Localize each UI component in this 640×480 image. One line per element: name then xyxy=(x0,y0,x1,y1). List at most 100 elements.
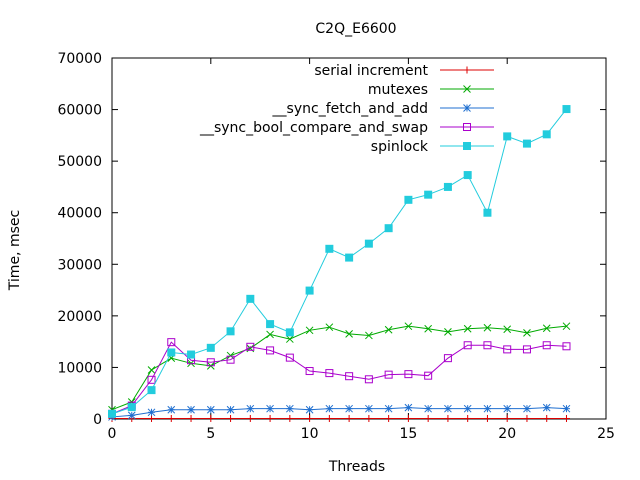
data-point xyxy=(266,346,275,355)
data-point xyxy=(463,324,472,333)
legend-marker xyxy=(463,123,471,131)
data-point xyxy=(542,403,551,412)
legend-label: __sync_bool_compare_and_swap xyxy=(199,120,428,136)
data-point xyxy=(384,370,393,379)
series-3 xyxy=(108,338,571,418)
data-point xyxy=(424,371,433,380)
data-point xyxy=(424,324,433,333)
data-point xyxy=(483,208,492,217)
data-point xyxy=(147,408,156,417)
data-point xyxy=(503,404,512,413)
data-point xyxy=(365,331,373,340)
data-point xyxy=(345,404,353,413)
series-0 xyxy=(108,414,570,422)
data-point xyxy=(365,404,373,413)
data-point xyxy=(285,335,294,343)
data-point xyxy=(365,414,373,422)
data-point xyxy=(542,341,551,350)
data-point xyxy=(404,403,413,412)
data-point xyxy=(523,414,531,422)
data-point xyxy=(305,405,314,414)
data-point xyxy=(384,404,393,413)
data-point xyxy=(404,370,413,379)
x-axis-label: Threads xyxy=(328,459,385,475)
data-point xyxy=(522,139,531,148)
data-point xyxy=(562,105,571,114)
data-point xyxy=(424,404,433,413)
data-point xyxy=(522,345,531,354)
data-point xyxy=(305,367,314,376)
data-point xyxy=(206,358,215,367)
data-point xyxy=(463,341,472,350)
data-point xyxy=(167,338,176,347)
data-point xyxy=(305,326,314,335)
x-tick-label: 5 xyxy=(206,426,215,442)
data-point xyxy=(127,411,136,420)
data-point xyxy=(424,414,432,422)
legend-item: serial increment xyxy=(314,63,494,79)
data-point xyxy=(463,171,472,180)
y-tick-label: 70000 xyxy=(57,51,102,67)
legend-label: serial increment xyxy=(314,63,428,79)
data-point xyxy=(364,375,373,384)
data-point xyxy=(246,404,255,413)
data-point xyxy=(266,414,274,422)
y-tick-label: 10000 xyxy=(57,360,102,376)
data-point xyxy=(345,372,354,381)
data-point xyxy=(266,320,275,329)
data-point xyxy=(503,345,512,354)
data-point xyxy=(246,294,255,303)
y-tick-label: 20000 xyxy=(57,309,102,325)
data-point xyxy=(167,405,176,414)
data-point xyxy=(206,405,215,414)
data-point xyxy=(562,414,570,422)
data-point xyxy=(562,322,571,331)
data-point xyxy=(523,329,531,337)
data-point xyxy=(562,404,571,413)
data-point xyxy=(424,190,433,199)
data-point xyxy=(404,195,413,204)
plot-frame xyxy=(111,57,607,420)
data-point xyxy=(444,327,452,336)
data-point xyxy=(148,414,156,422)
x-tick-label: 25 xyxy=(597,426,615,442)
data-point xyxy=(147,375,156,384)
data-point xyxy=(464,414,472,422)
data-point xyxy=(345,330,353,338)
data-point xyxy=(266,404,274,413)
data-point xyxy=(503,132,512,141)
data-point xyxy=(187,414,195,422)
y-tick-label: 0 xyxy=(93,412,102,428)
data-point xyxy=(285,328,294,337)
data-point xyxy=(483,341,492,350)
data-point xyxy=(147,366,156,374)
data-point xyxy=(206,343,215,352)
data-point xyxy=(384,224,393,233)
data-point xyxy=(285,404,294,413)
data-point xyxy=(503,325,512,334)
legend-item: spinlock xyxy=(371,139,494,155)
data-point xyxy=(444,414,452,422)
legend-item: __sync_bool_compare_and_swap xyxy=(199,120,494,136)
legend-item: __sync_fetch_and_add xyxy=(272,101,494,117)
data-point xyxy=(285,353,294,362)
y-tick-label: 40000 xyxy=(57,206,102,222)
legend-marker xyxy=(463,142,471,150)
data-point xyxy=(543,414,551,422)
data-point xyxy=(226,405,235,414)
legend-marker xyxy=(463,104,471,112)
y-tick-label: 60000 xyxy=(57,103,102,119)
data-point xyxy=(404,322,413,331)
data-point xyxy=(167,414,175,422)
data-point xyxy=(167,348,176,357)
x-tick-label: 20 xyxy=(498,426,516,442)
data-point xyxy=(443,182,452,191)
series-line xyxy=(111,108,567,415)
legend-item: mutexes xyxy=(368,82,494,98)
axis-ticks: 0 5 10 15 20 25 0 10000 20000 30000 40000 50000 6000… xyxy=(57,51,614,442)
data-point xyxy=(306,414,314,422)
legend-label: __sync_fetch_and_add xyxy=(272,101,428,117)
data-point xyxy=(325,323,334,332)
chart-title: C2Q_E6600 xyxy=(315,21,396,37)
data-point xyxy=(325,244,334,253)
